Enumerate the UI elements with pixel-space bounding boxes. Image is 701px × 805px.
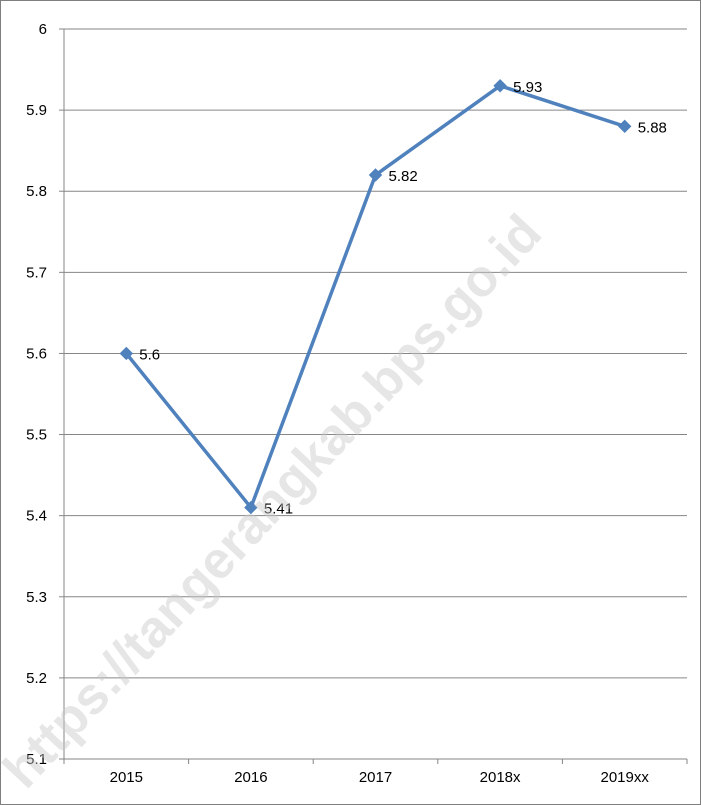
- series-line: [124, 84, 627, 510]
- y-tick-label: 5.7: [26, 264, 47, 281]
- y-tick-label: 5.4: [26, 508, 47, 525]
- data-point-marker: [119, 346, 134, 361]
- data-label: 5.6: [139, 346, 160, 363]
- data-label: 5.93: [513, 79, 542, 96]
- data-point-marker: [617, 119, 632, 134]
- y-tick-labels: 6 5.9 5.8 5.7 5.6 5.5 5.4 5.3 5.2 5.1: [26, 21, 47, 768]
- x-tick-labels: 2015 2016 2017 2018x 2019xx: [110, 769, 650, 786]
- x-tick-label: 2018x: [480, 769, 521, 786]
- data-point-marker: [244, 500, 258, 515]
- watermark-text: https://tangerangkab.bps.go.id: [1, 204, 553, 799]
- series-line-group: [119, 79, 632, 515]
- y-tick-label: 5.1: [26, 751, 47, 768]
- axes: [59, 28, 688, 764]
- data-point-marker: [368, 168, 383, 182]
- data-labels: 5.6 5.41 5.82 5.93 5.88: [139, 79, 667, 518]
- x-tick-label: 2015: [110, 769, 143, 786]
- y-tick-label: 5.8: [26, 183, 47, 200]
- y-tick-label: 5.3: [26, 589, 47, 606]
- y-tick-label: 5.5: [26, 427, 47, 444]
- y-tick-label: 5.2: [26, 670, 47, 687]
- y-tick-label: 5.6: [26, 345, 47, 362]
- data-label: 5.82: [389, 168, 418, 185]
- gridlines: [64, 28, 687, 679]
- data-label: 5.41: [264, 501, 293, 518]
- y-tick-label: 6: [39, 21, 47, 38]
- y-tick-label: 5.9: [26, 102, 47, 119]
- data-point-marker: [493, 79, 507, 93]
- data-label: 5.88: [638, 119, 667, 136]
- x-tick-label: 2016: [234, 769, 267, 786]
- x-tick-label: 2019xx: [601, 769, 650, 786]
- x-tick-label: 2017: [359, 769, 392, 786]
